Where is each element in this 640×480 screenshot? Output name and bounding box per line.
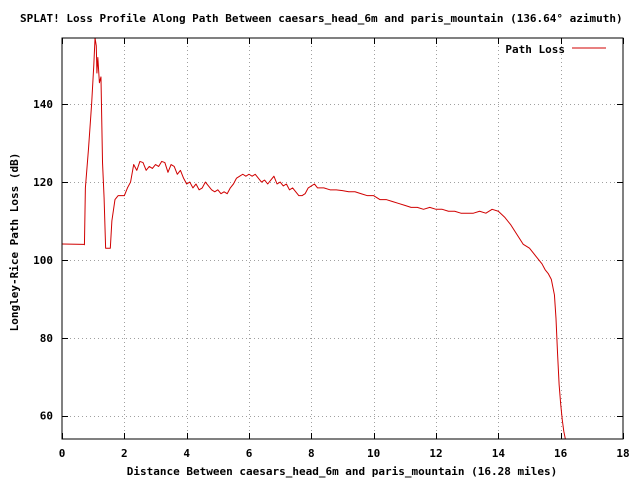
chart-title: SPLAT! Loss Profile Along Path Between c…	[20, 12, 623, 25]
legend: Path Loss	[505, 43, 606, 56]
x-tick-label: 18	[616, 447, 629, 460]
y-tick-label: 80	[40, 332, 53, 345]
series-layer	[62, 38, 566, 439]
x-tick-label: 0	[59, 447, 66, 460]
plot-frame	[61, 37, 624, 440]
x-tick-label: 8	[308, 447, 315, 460]
y-tick-label: 60	[40, 410, 53, 423]
x-tick-label: 16	[554, 447, 568, 460]
y-axis-label: Longley-Rice Path Loss (dB)	[8, 153, 21, 332]
legend-label: Path Loss	[505, 43, 565, 56]
x-tick-label: 6	[246, 447, 253, 460]
y-tick-label: 100	[33, 254, 53, 267]
x-tick-label: 12	[429, 447, 442, 460]
x-tick-label: 14	[492, 447, 506, 460]
tick-layer: 0 2 4 6 8 10 12 14 16 18 60 80 100 120 140	[33, 38, 630, 460]
y-tick-label: 140	[33, 98, 53, 111]
grid-layer	[62, 38, 623, 439]
path-loss-series-line	[62, 38, 566, 439]
x-tick-label: 10	[367, 447, 380, 460]
x-tick-label: 2	[121, 447, 128, 460]
y-tick-label: 120	[33, 176, 53, 189]
x-axis-label: Distance Between caesars_head_6m and par…	[127, 465, 557, 478]
x-tick-label: 4	[183, 447, 190, 460]
